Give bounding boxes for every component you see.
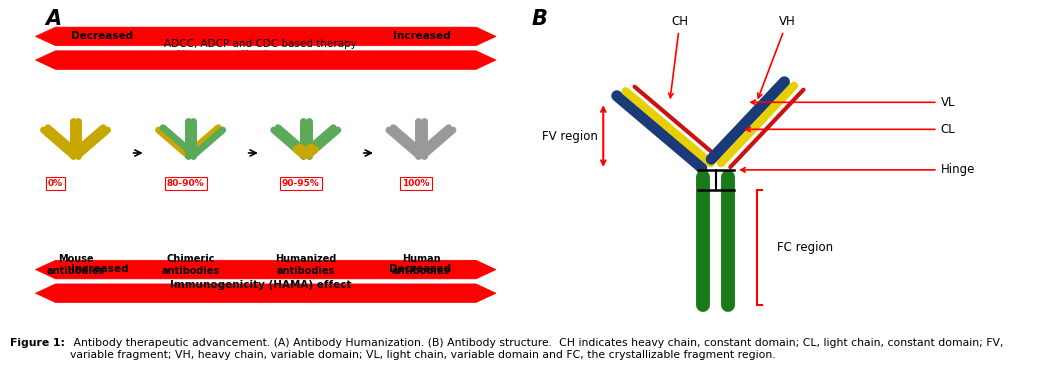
Text: Chimeric
antibodies: Chimeric antibodies bbox=[162, 254, 220, 276]
Text: Increased: Increased bbox=[393, 31, 451, 41]
Text: Immunogenicity (HAMA) effect: Immunogenicity (HAMA) effect bbox=[170, 280, 351, 290]
Text: Mouse
antibodies: Mouse antibodies bbox=[46, 254, 104, 276]
Text: FC region: FC region bbox=[777, 241, 833, 254]
Text: Antibody therapeutic advancement. (A) Antibody Humanization. (B) Antibody struct: Antibody therapeutic advancement. (A) An… bbox=[70, 338, 1003, 359]
Text: Increased: Increased bbox=[71, 264, 128, 274]
Polygon shape bbox=[35, 284, 496, 303]
Text: 100%: 100% bbox=[403, 179, 430, 188]
Text: A: A bbox=[46, 9, 62, 29]
Text: VH: VH bbox=[757, 15, 796, 98]
Text: ADCC, ADCP and CDC based therapy: ADCC, ADCP and CDC based therapy bbox=[165, 39, 357, 49]
Text: CH: CH bbox=[669, 15, 688, 98]
Text: Human antibody percentage: Human antibody percentage bbox=[176, 50, 345, 60]
Text: B: B bbox=[532, 9, 548, 29]
Polygon shape bbox=[35, 51, 496, 70]
Text: VL: VL bbox=[751, 96, 955, 109]
Text: Humanized
antibodies: Humanized antibodies bbox=[275, 254, 337, 276]
Text: 0%: 0% bbox=[48, 179, 63, 188]
Text: 90-95%: 90-95% bbox=[282, 179, 320, 188]
Text: FV region: FV region bbox=[542, 129, 598, 142]
Text: 80-90%: 80-90% bbox=[167, 179, 204, 188]
Text: Decreased: Decreased bbox=[71, 31, 132, 41]
Polygon shape bbox=[35, 27, 496, 46]
Text: Hinge: Hinge bbox=[741, 163, 975, 176]
Text: CL: CL bbox=[746, 123, 955, 136]
Text: Figure 1:: Figure 1: bbox=[10, 338, 66, 348]
Polygon shape bbox=[35, 260, 496, 279]
Text: Human
antibodies: Human antibodies bbox=[392, 254, 451, 276]
Text: Decreased: Decreased bbox=[389, 264, 451, 274]
